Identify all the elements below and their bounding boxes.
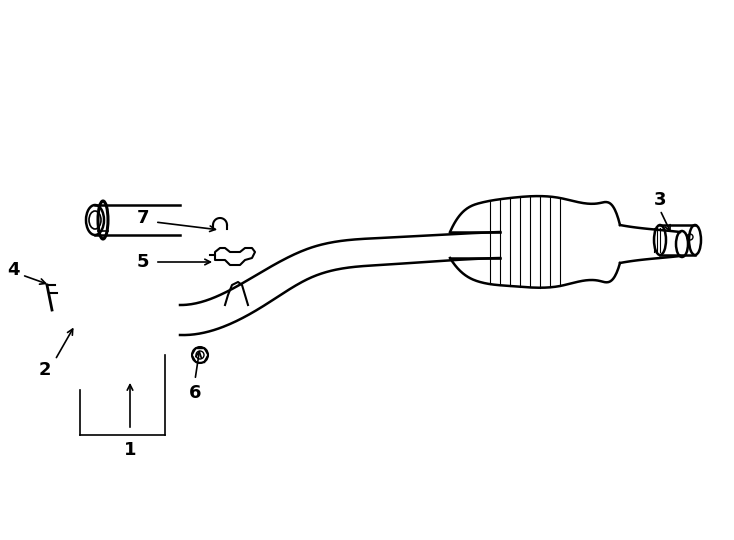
Text: 1: 1: [124, 441, 137, 459]
Text: 7: 7: [137, 209, 149, 227]
Text: 2: 2: [39, 361, 51, 379]
Text: 3: 3: [654, 191, 666, 209]
Text: 4: 4: [7, 261, 19, 279]
Text: 5: 5: [137, 253, 149, 271]
Text: 6: 6: [189, 384, 201, 402]
